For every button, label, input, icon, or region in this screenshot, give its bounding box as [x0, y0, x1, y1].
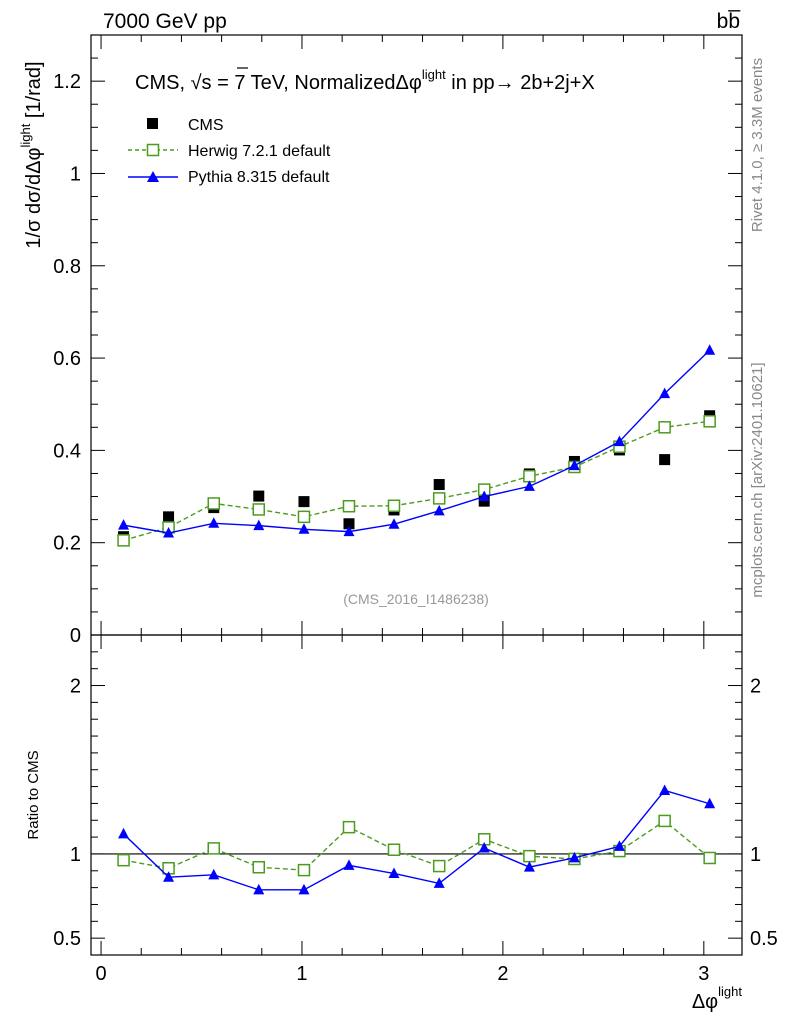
- main-herwig-point: [207, 497, 221, 510]
- y-tick-label: 0.6: [53, 348, 81, 370]
- y-tick-label-right: 2: [750, 676, 761, 698]
- ratio-pythia-point: [208, 868, 220, 880]
- y-tick-label: 1: [70, 163, 81, 185]
- main-pythia-point: [433, 504, 445, 516]
- legend-pythia-marker: [147, 171, 159, 182]
- main-pythia-point: [478, 490, 490, 502]
- ratio-pythia-point: [659, 784, 671, 795]
- y-tick-label-right: 1: [750, 844, 761, 866]
- ratio-herwig-point: [703, 851, 716, 865]
- rivet-label: Rivet 4.1.0, ≥ 3.3M events: [749, 58, 766, 232]
- main-pythia-point: [163, 527, 175, 538]
- main-herwig-point: [342, 499, 356, 513]
- legend-herwig-label: Herwig 7.2.1 default: [188, 143, 331, 160]
- header-process-label: bb̅: [717, 10, 742, 33]
- main-pythia-point: [613, 435, 625, 447]
- ratio-herwig-point: [252, 861, 266, 874]
- ratio-herwig-point: [117, 853, 130, 867]
- ratio-y-axis-label: Ratio to CMS: [25, 750, 42, 839]
- legend-pythia-label: Pythia 8.315 default: [188, 169, 330, 186]
- main-pythia-point: [704, 344, 716, 355]
- ratio-series: [117, 784, 716, 895]
- main-pythia-point: [118, 519, 130, 530]
- y-tick-label: 1: [70, 844, 81, 866]
- ratio-pythia-line: [123, 789, 710, 891]
- main-herwig-point: [432, 492, 446, 505]
- main-cms-point: [478, 495, 490, 507]
- ratio-pythia-point: [298, 883, 310, 895]
- main-herwig-point: [523, 469, 536, 483]
- main-herwig-point: [658, 421, 671, 434]
- legend: CMS Herwig 7.2.1 default Pythia 8.315 de…: [128, 117, 331, 186]
- main-herwig-point: [387, 499, 401, 513]
- plot-title: CMS, √s = 7 TeV, NormalizedΔφlight in pp…: [135, 67, 595, 94]
- y-tick-label: 0.8: [53, 256, 81, 278]
- main-series: [117, 344, 716, 547]
- main-herwig-point: [297, 510, 311, 524]
- legend-herwig-marker: [146, 143, 160, 157]
- mcplots-label: mcplots.cern.ch [arXiv:2401.10621]: [749, 362, 766, 597]
- ratio-herwig-point: [387, 843, 401, 856]
- main-herwig-point: [703, 415, 716, 428]
- main-herwig-point: [117, 534, 130, 547]
- main-pythia-point: [568, 459, 580, 471]
- main-pythia-line: [123, 349, 711, 534]
- ratio-pythia-point: [478, 842, 490, 853]
- main-pythia-point: [253, 519, 265, 531]
- ratio-pythia-point: [523, 861, 535, 872]
- main-herwig-line: [123, 420, 710, 542]
- main-pythia-point: [523, 480, 535, 491]
- ratio-herwig-point: [297, 863, 311, 877]
- header-energy-label: 7000 GeV pp: [103, 10, 227, 33]
- legend-cms-marker: [147, 118, 158, 129]
- ratio-herwig-point: [523, 849, 536, 863]
- y-tick-label: 0: [70, 625, 81, 647]
- ratio-pythia-point: [613, 840, 625, 851]
- main-cms-point: [298, 496, 310, 508]
- ratio-axes: 0 1 2 3 0.5 0.5 1 1 2 2: [53, 635, 778, 985]
- ratio-pythia-point: [343, 859, 355, 870]
- main-pythia-point: [208, 517, 220, 528]
- ratio-pythia-point: [704, 797, 716, 809]
- ratio-pythia-point: [388, 867, 400, 878]
- analysis-watermark: (CMS_2016_I1486238): [343, 591, 489, 607]
- ratio-herwig-point: [207, 842, 221, 855]
- ratio-pythia-point: [163, 871, 175, 882]
- x-tick-label: 3: [698, 963, 709, 985]
- ratio-pythia-point: [433, 877, 445, 888]
- y-tick-label: 0.4: [53, 440, 81, 462]
- ratio-herwig-point: [658, 814, 671, 828]
- y-tick-label: 2: [70, 676, 81, 698]
- main-cms-point: [659, 454, 671, 466]
- main-y-axis-label: 1/σ dσ/dΔφlight [1/rad]: [18, 61, 45, 248]
- y-tick-label: 1.2: [53, 71, 81, 93]
- main-pythia-point: [343, 525, 355, 537]
- x-tick-label: 2: [497, 963, 508, 985]
- legend-cms-label: CMS: [188, 117, 224, 134]
- ratio-herwig-point: [342, 820, 356, 834]
- x-tick-label: 0: [95, 963, 106, 985]
- y-tick-label: 0.2: [53, 533, 81, 555]
- main-cms-point: [163, 511, 175, 523]
- ratio-pythia-point: [568, 851, 580, 863]
- main-pythia-point: [298, 523, 310, 534]
- main-cms-point: [343, 518, 355, 530]
- x-tick-label: 1: [296, 963, 307, 985]
- ratio-pythia-point: [118, 827, 130, 839]
- main-axes: 0 0.2 0.4 0.6 0.8 1 1.2: [53, 34, 742, 647]
- ratio-pythia-point: [253, 883, 265, 895]
- main-pythia-point: [388, 518, 400, 529]
- main-herwig-point: [252, 503, 266, 516]
- x-axis-label: Δφlight: [692, 984, 743, 1013]
- main-pythia-point: [659, 387, 671, 399]
- y-tick-label-right: 0.5: [750, 928, 778, 950]
- ratio-herwig-point: [432, 859, 446, 873]
- main-cms-point: [253, 490, 265, 502]
- ratio-plot-frame: [90, 634, 743, 956]
- main-cms-point: [433, 479, 445, 491]
- y-tick-label: 0.5: [53, 928, 81, 950]
